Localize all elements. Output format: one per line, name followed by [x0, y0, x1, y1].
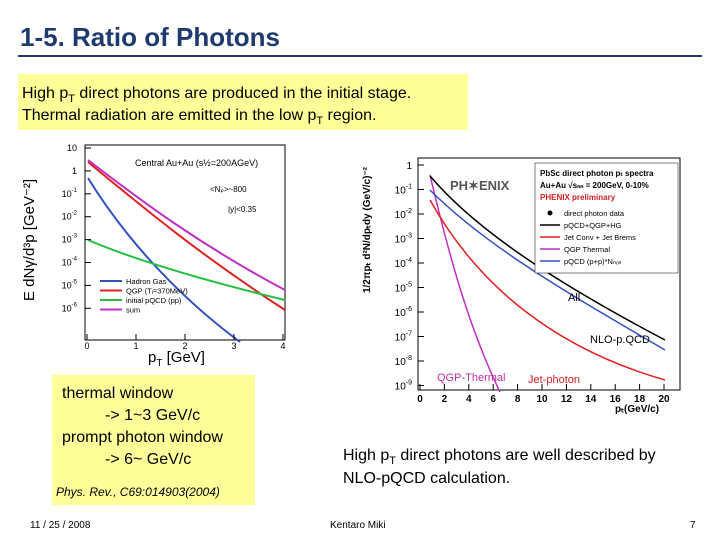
annotation: |y|<0.35	[228, 205, 257, 214]
curve	[87, 177, 241, 343]
x-tick-label: 20	[658, 394, 670, 405]
y-tick-label: 10-9	[395, 380, 412, 393]
curve	[87, 239, 286, 301]
x-tick-label: 1	[133, 341, 138, 351]
x-tick-label: 8	[515, 394, 521, 405]
legend-label: pQCD (p+p)*Nₙₒₗₗ	[564, 257, 621, 266]
annotation: <Nₚ>~800	[210, 185, 247, 194]
x-tick-label: 14	[585, 394, 597, 405]
y-tick-label: 10-5	[395, 282, 412, 295]
intro-line: High pT direct photons are produced in t…	[22, 85, 411, 105]
y-axis-label: E dNγ/d³p [GeV⁻²]	[21, 179, 38, 301]
x-tick-label: 12	[561, 394, 573, 405]
annotation: Central Au+Au (s½=200AGeV)	[135, 158, 258, 168]
annotation: All	[568, 292, 580, 304]
y-tick-label: 10-6	[62, 302, 78, 313]
y-axis-label: 1/2πpₜ d²N/dpₜdy (GeV/c)⁻²	[362, 166, 373, 293]
x-tick-label: 3	[231, 341, 236, 351]
legend-label: direct photon data	[564, 209, 625, 218]
y-tick-label: 10-4	[395, 257, 412, 270]
legend-swatch	[547, 210, 553, 216]
legend-box	[534, 162, 679, 274]
legend-header: Au+Au √sₙₙ = 200GeV, 0-10%	[540, 181, 649, 190]
y-tick-label: 10-1	[62, 188, 78, 199]
y-tick-label: 1	[72, 166, 77, 176]
curve	[429, 174, 501, 393]
annotation: Jet-photon	[528, 374, 580, 386]
curve	[429, 199, 666, 381]
legend-label: Jet Conv + Jet Brems	[564, 233, 636, 242]
legend-label: initial pQCD (pp)	[126, 296, 182, 305]
x-tick-label: 4	[466, 394, 472, 405]
legend-label: pQCD+QGP+HG	[564, 221, 622, 230]
x-tick-label: 0	[417, 394, 423, 405]
y-tick-label: 10-3	[395, 233, 412, 246]
x-tick-label: 16	[610, 394, 622, 405]
curve	[429, 189, 666, 351]
y-tick-label: 1	[406, 161, 412, 172]
y-tick-label: 10-4	[62, 257, 78, 268]
y-tick-label: 10	[67, 143, 77, 153]
y-tick-label: 10-3	[62, 234, 78, 245]
annotation: NLO-p.QCD	[590, 334, 650, 346]
x-axis-label: pT [GeV]	[148, 349, 205, 369]
y-tick-label: 10-1	[395, 184, 412, 197]
footer-page: 7	[690, 520, 696, 531]
y-tick-label: 10-2	[62, 211, 78, 222]
x-tick-label: 18	[634, 394, 646, 405]
y-tick-label: 10-2	[395, 208, 412, 221]
left-figure: Central Au+Au (s½=200AGeV) <Nₚ>~800 |y|<…	[21, 143, 286, 369]
logo: PH✶ENIX	[450, 178, 510, 193]
x-tick-label: 10	[536, 394, 548, 405]
intro-box	[18, 74, 468, 130]
note-line: thermal window	[62, 385, 174, 402]
x-tick-label: 2	[182, 341, 187, 351]
y-tick-label: 10-8	[395, 355, 412, 368]
reference: Phys. Rev., C69:014903(2004)	[56, 485, 220, 499]
legend-label: Hadron Gas	[126, 277, 167, 286]
note-line: -> 1~3 GeV/c	[105, 407, 200, 424]
x-tick-label: 0	[84, 341, 89, 351]
conclusion-line: High pT direct photons are well describe…	[343, 447, 656, 467]
x-axis-label: pₜ(GeV/c)	[615, 404, 659, 415]
y-tick-label: 10-7	[395, 331, 412, 344]
conclusion-line: NLO-pQCD calculation.	[343, 470, 510, 487]
curve	[429, 175, 666, 341]
note-line: -> 6~ GeV/c	[105, 451, 191, 468]
right-figure: PH✶ENIX PbSc direct photon pₜ spectra Au…	[362, 157, 681, 415]
note-line: prompt photon window	[62, 429, 223, 446]
y-tick-label: 10-6	[395, 306, 412, 319]
legend-header: PbSc direct photon pₜ spectra	[540, 169, 654, 178]
y-tick-label: 10-5	[62, 279, 78, 290]
intro-line: Thermal radiation are emitted in the low…	[22, 107, 376, 127]
footer-date: 11 / 25 / 2008	[30, 520, 91, 531]
legend-header: PHENIX preliminary	[540, 193, 616, 202]
x-tick-label: 4	[280, 341, 285, 351]
curve	[87, 161, 286, 311]
note-box	[52, 375, 255, 505]
legend-label: sum	[126, 306, 140, 315]
legend-label: QGP Thermal	[564, 245, 610, 254]
curve	[87, 159, 286, 291]
x-tick-label: 2	[442, 394, 448, 405]
plot-frame	[84, 144, 286, 341]
legend-label: QGP (Tᵢ=370MeV)	[126, 287, 188, 296]
slide-title: 1-5. Ratio of Photons	[20, 22, 280, 52]
annotation: QGP-Thermal	[437, 372, 505, 384]
plot-frame	[417, 157, 681, 391]
x-tick-label: 6	[490, 394, 496, 405]
footer-author: Kentaro Miki	[330, 520, 386, 531]
